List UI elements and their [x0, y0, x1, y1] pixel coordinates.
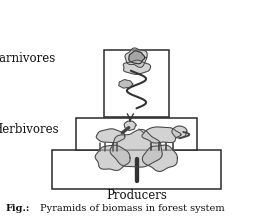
- Text: Pyramids of biomass in forest system: Pyramids of biomass in forest system: [40, 204, 224, 213]
- Text: Herbivores: Herbivores: [0, 123, 59, 136]
- Polygon shape: [125, 48, 147, 67]
- Text: Fig.:: Fig.:: [5, 204, 30, 213]
- Bar: [104, 50, 169, 117]
- Polygon shape: [123, 60, 150, 74]
- Polygon shape: [129, 51, 145, 64]
- Polygon shape: [110, 130, 162, 167]
- Polygon shape: [124, 121, 136, 130]
- Polygon shape: [95, 145, 130, 170]
- Polygon shape: [119, 80, 133, 88]
- Text: Carnivores: Carnivores: [0, 52, 56, 65]
- Polygon shape: [142, 145, 177, 171]
- Bar: [52, 150, 221, 189]
- Polygon shape: [96, 129, 125, 143]
- Polygon shape: [172, 126, 187, 138]
- Bar: [76, 118, 197, 150]
- Text: Producers: Producers: [106, 189, 167, 202]
- Polygon shape: [142, 127, 181, 143]
